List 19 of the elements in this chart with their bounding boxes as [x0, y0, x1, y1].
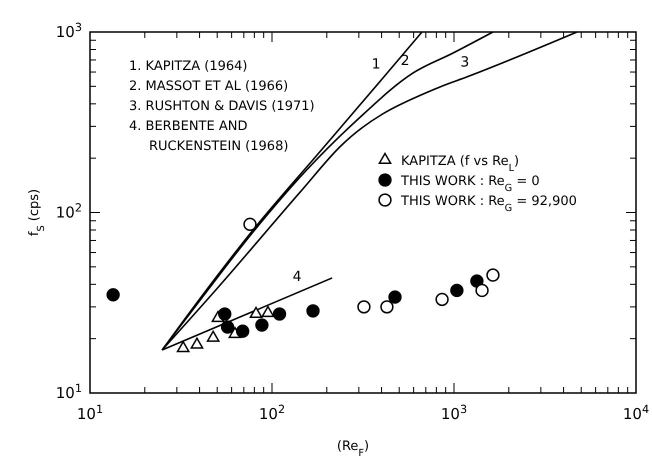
legend-label: THIS WORK : Re$_{G}$ = 0 [400, 174, 540, 194]
legend-label: KAPITZA (f vs Re$_{L}$) [401, 154, 520, 174]
annotation: 3. RUSHTON & DAVIS (1971) [129, 99, 315, 114]
annotation: 2 [400, 52, 410, 69]
y-tick-label: 10$^{3}$ [56, 20, 82, 41]
annotation: 1. KAPITZA (1964) [129, 59, 248, 74]
y-tick-label: 10$^{1}$ [56, 382, 82, 402]
annotation: 3 [460, 54, 470, 71]
x-axis-title: (Re$_{F}$) [336, 439, 370, 458]
x-tick-label: 10$^{4}$ [622, 402, 650, 423]
legend-label: THIS WORK : Re$_{G}$ = 92,900 [400, 194, 577, 214]
y-tick-label: 10$^{2}$ [56, 201, 82, 222]
x-tick-label: 10$^{3}$ [440, 402, 468, 423]
annotation: 1 [372, 56, 381, 73]
annotation: 4 [292, 269, 302, 286]
x-tick-label: 10$^{1}$ [76, 402, 104, 423]
annotation: 4. BERBENTE AND RUCKENSTEIN (1968) [129, 119, 288, 154]
annotation: 2. MASSOT ET AL (1966) [129, 79, 288, 94]
x-tick-label: 10$^{2}$ [258, 402, 286, 423]
